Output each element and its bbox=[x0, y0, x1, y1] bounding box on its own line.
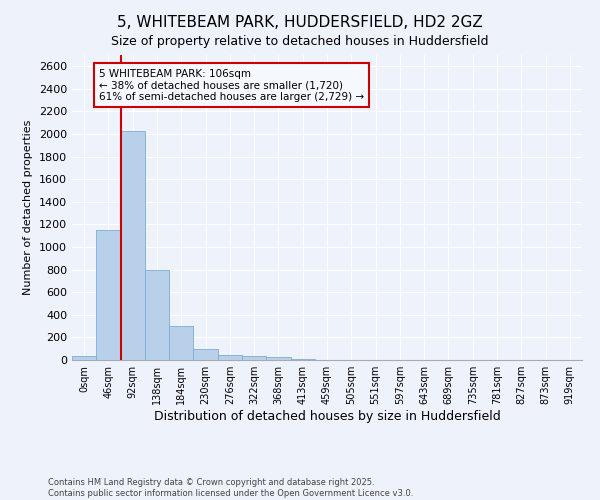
Text: Contains HM Land Registry data © Crown copyright and database right 2025.
Contai: Contains HM Land Registry data © Crown c… bbox=[48, 478, 413, 498]
Bar bbox=[145, 270, 169, 360]
Text: 5, WHITEBEAM PARK, HUDDERSFIELD, HD2 2GZ: 5, WHITEBEAM PARK, HUDDERSFIELD, HD2 2GZ bbox=[117, 15, 483, 30]
Bar bbox=[218, 355, 242, 360]
Bar bbox=[242, 356, 266, 360]
Text: 5 WHITEBEAM PARK: 106sqm
← 38% of detached houses are smaller (1,720)
61% of sem: 5 WHITEBEAM PARK: 106sqm ← 38% of detach… bbox=[99, 68, 364, 102]
Bar bbox=[169, 326, 193, 360]
Text: Size of property relative to detached houses in Huddersfield: Size of property relative to detached ho… bbox=[111, 35, 489, 48]
Bar bbox=[96, 230, 121, 360]
Bar bbox=[193, 348, 218, 360]
Bar bbox=[72, 356, 96, 360]
Y-axis label: Number of detached properties: Number of detached properties bbox=[23, 120, 34, 295]
Bar bbox=[266, 357, 290, 360]
Bar bbox=[121, 130, 145, 360]
X-axis label: Distribution of detached houses by size in Huddersfield: Distribution of detached houses by size … bbox=[154, 410, 500, 423]
